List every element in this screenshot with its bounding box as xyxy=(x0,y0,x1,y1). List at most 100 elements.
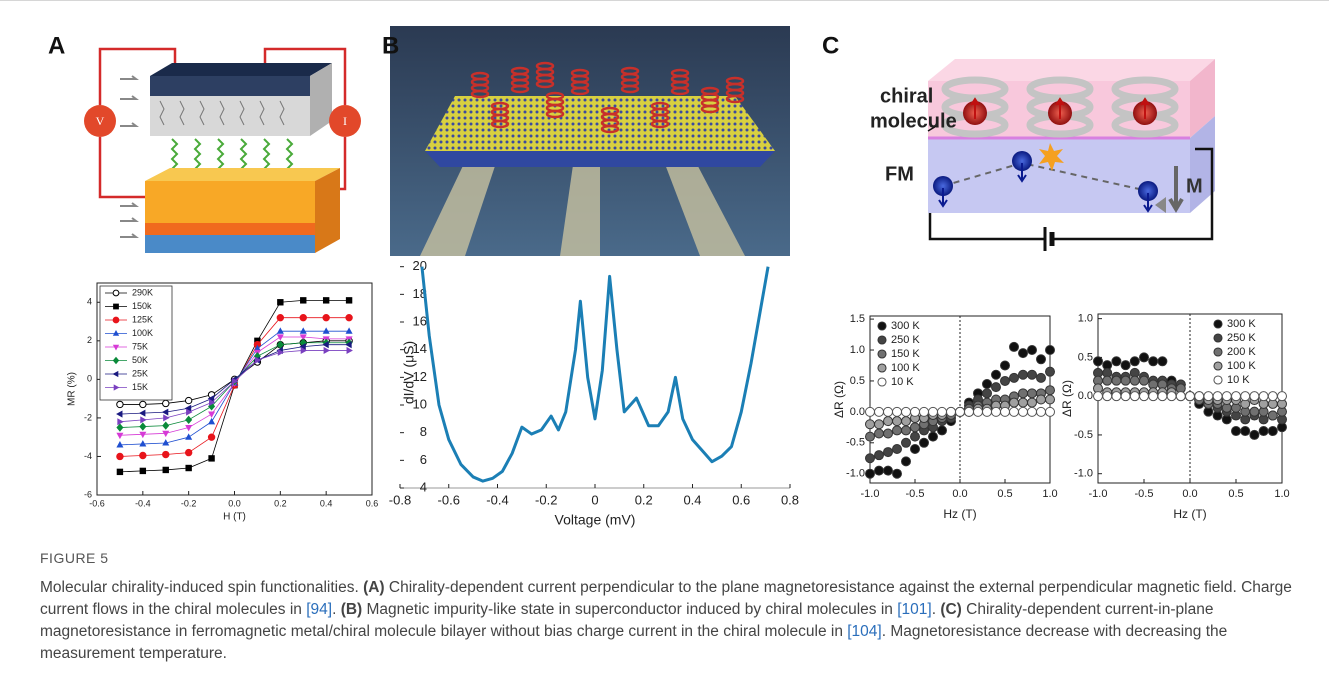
x-tick-label: 1.0 xyxy=(1274,488,1289,500)
data-point xyxy=(1249,391,1260,402)
data-point xyxy=(982,406,992,417)
x-tick-label: 0.6 xyxy=(732,492,750,507)
meter-label: V xyxy=(96,114,105,128)
y-tick-label: 1.0 xyxy=(1078,313,1093,325)
y-tick-label: 8 xyxy=(420,424,427,439)
legend-label: 200 K xyxy=(1227,346,1256,358)
y-tick-label: 2 xyxy=(87,335,92,345)
data-point xyxy=(1027,369,1037,380)
data-point xyxy=(874,419,884,430)
data-point xyxy=(1120,391,1131,402)
data-point xyxy=(345,297,353,304)
data-point xyxy=(1267,410,1278,421)
data-point xyxy=(1045,366,1055,377)
legend-label: 100 K xyxy=(891,362,920,374)
legend-frame xyxy=(99,285,173,401)
data-point xyxy=(1111,375,1122,386)
data-point xyxy=(1240,391,1251,402)
legend-label: 250 K xyxy=(1227,332,1256,344)
y-tick-label: -0.5 xyxy=(1074,429,1093,441)
data-point xyxy=(1045,385,1055,396)
chart: -0.8 -0.6 -0.4 -0.2 0 0.2 0.4 0.6 0.8 4 6 8 10 12 14 16… xyxy=(389,258,799,528)
data-point xyxy=(1148,356,1159,367)
caption: FIGURE 5 Molecular chirality-induced spi… xyxy=(40,547,1302,665)
reference-link[interactable]: [101] xyxy=(897,601,932,618)
data-point xyxy=(345,341,352,349)
reference-link[interactable]: [104] xyxy=(847,623,882,640)
y-tick-label: -1.0 xyxy=(1074,468,1093,480)
legend-marker xyxy=(113,384,120,391)
x-tick-label: 0.5 xyxy=(1228,488,1243,500)
data-point xyxy=(910,431,920,442)
data-point xyxy=(1129,391,1140,402)
data-point xyxy=(901,456,911,467)
data-point xyxy=(276,334,284,341)
data-point xyxy=(910,406,920,417)
data-point xyxy=(991,382,1001,393)
data-point xyxy=(345,313,353,322)
data-point xyxy=(185,415,193,424)
data-point xyxy=(982,388,992,399)
y-tick-label: 20 xyxy=(413,258,427,273)
panel-label: B xyxy=(382,32,399,59)
data-point xyxy=(1148,391,1159,402)
x-tick-label: 0.0 xyxy=(952,488,967,500)
data-point xyxy=(928,406,938,417)
legend-marker xyxy=(877,321,887,331)
data-point xyxy=(883,447,893,458)
data-point xyxy=(1129,375,1140,386)
y-tick-label: 14 xyxy=(413,341,427,356)
y-axis-label: ΔR (Ω) xyxy=(832,381,846,418)
data-point xyxy=(322,327,330,334)
data-point xyxy=(991,369,1001,380)
y-tick-label: 10 xyxy=(413,396,427,411)
data-point xyxy=(276,340,284,349)
data-point xyxy=(964,406,974,417)
x-tick-label: 0.2 xyxy=(635,492,653,507)
data-point xyxy=(139,440,147,447)
legend-marker xyxy=(112,330,120,336)
data-point xyxy=(116,432,124,440)
caption-segment: . xyxy=(332,601,341,618)
data-point xyxy=(1000,360,1010,371)
data-point xyxy=(116,410,123,418)
x-tick-label: -0.2 xyxy=(181,498,197,508)
data-point xyxy=(1102,375,1113,386)
data-point xyxy=(322,313,330,322)
data-point xyxy=(300,297,307,304)
data-point xyxy=(1157,356,1168,367)
data-point xyxy=(185,433,193,440)
data-point xyxy=(1203,391,1214,402)
data-point xyxy=(1000,375,1010,386)
data-point xyxy=(901,416,911,427)
data-point xyxy=(1231,391,1241,402)
data-point xyxy=(991,406,1001,417)
legend-label: 50K xyxy=(132,355,148,365)
data-point xyxy=(892,406,902,417)
data-point xyxy=(1018,388,1028,399)
chart: -0.6 -0.4 -0.2 0.0 0.2 0.4 0.6 -6 -4 -2 0 2 4 H (T) MR… xyxy=(67,282,379,523)
data-point xyxy=(973,406,983,417)
data-point xyxy=(1027,345,1037,356)
data-point xyxy=(276,313,285,322)
reference-link[interactable]: [94] xyxy=(306,601,333,618)
data-point xyxy=(299,313,307,322)
data-point xyxy=(1027,388,1037,399)
data-point xyxy=(162,466,169,474)
data-point xyxy=(116,441,124,448)
data-point xyxy=(1093,391,1103,402)
data-point xyxy=(1018,406,1028,417)
legend-label: 15K xyxy=(132,382,148,392)
legend-label: 150 K xyxy=(891,348,920,360)
y-tick-label: 6 xyxy=(420,452,427,467)
series-line xyxy=(420,266,770,483)
panel-b-illustration xyxy=(390,26,790,256)
data-point xyxy=(140,416,147,424)
data-point xyxy=(162,399,170,408)
legend-label: 75K xyxy=(132,341,148,351)
legend-label: 300 K xyxy=(1227,318,1256,330)
x-tick-label: 0.6 xyxy=(366,498,379,508)
data-point xyxy=(139,467,147,475)
data-point xyxy=(1166,391,1177,402)
data-point xyxy=(883,465,893,476)
